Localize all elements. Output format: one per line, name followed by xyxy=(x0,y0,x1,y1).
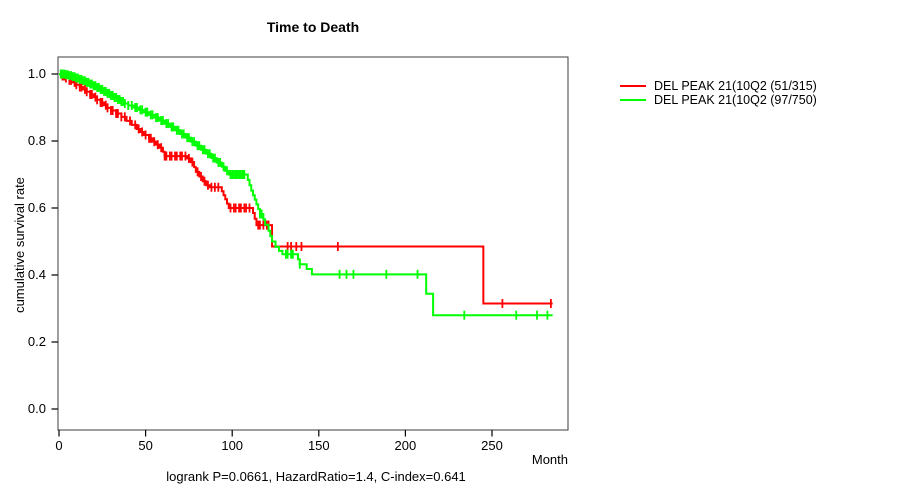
plot-frame xyxy=(57,56,569,431)
y-tick-label: 0.0 xyxy=(27,401,46,416)
x-tick-label: 100 xyxy=(221,438,244,453)
y-tick-label: 0.4 xyxy=(27,267,46,282)
stats-footer: logrank P=0.0661, HazardRatio=1.4, C-ind… xyxy=(166,469,466,484)
y-tick-label: 0.8 xyxy=(27,133,46,148)
y-tick-label: 0.6 xyxy=(27,200,46,215)
x-tick-label: 50 xyxy=(138,438,153,453)
legend-entry-group2: DEL PEAK 21(10Q2 (97/750) xyxy=(620,93,817,107)
survival-curve-group2 xyxy=(59,73,553,317)
y-tick-label: 0.2 xyxy=(27,334,46,349)
x-tick-label: 150 xyxy=(307,438,330,453)
x-tick-label: 0 xyxy=(55,438,63,453)
x-tick-label: 250 xyxy=(481,438,503,453)
x-axis-label: Month xyxy=(531,452,568,467)
legend-label-group1: DEL PEAK 21(10Q2 (51/315) xyxy=(654,79,817,93)
legend-label-group2: DEL PEAK 21(10Q2 (97/750) xyxy=(654,93,817,107)
y-tick-label: 1.0 xyxy=(27,66,46,81)
legend: DEL PEAK 21(10Q2 (51/315) DEL PEAK 21(10… xyxy=(620,79,817,107)
legend-line-red xyxy=(620,85,646,87)
legend-line-green xyxy=(620,99,646,101)
legend-entry-group1: DEL PEAK 21(10Q2 (51/315) xyxy=(620,79,817,93)
x-tick-label: 200 xyxy=(394,438,417,453)
chart-title: Time to Death xyxy=(266,19,360,35)
